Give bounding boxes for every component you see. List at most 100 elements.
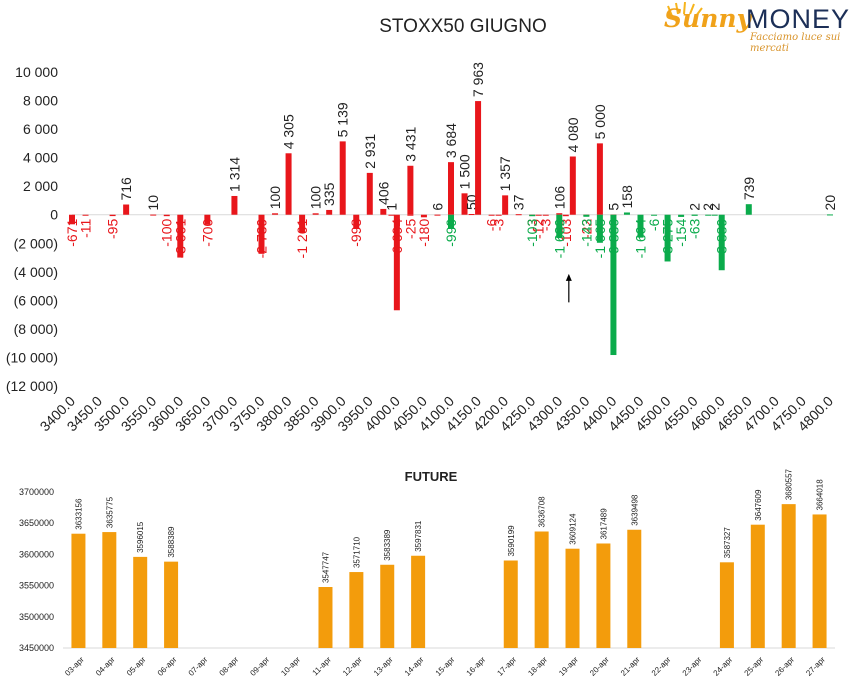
data-label: -143	[578, 219, 594, 247]
data-label: -63	[687, 219, 703, 239]
future-x-tick-label: 20-apr	[588, 655, 611, 678]
bar-green	[745, 204, 752, 215]
future-x-tick-label: 19-apr	[557, 655, 580, 678]
bar-red	[407, 165, 414, 215]
data-label: 1	[383, 203, 399, 211]
data-label: -103	[524, 219, 540, 247]
data-label: 3 431	[402, 127, 418, 162]
bar-red	[299, 214, 306, 233]
data-label: 6	[429, 203, 445, 211]
data-label: -6	[484, 219, 500, 232]
future-bar	[781, 504, 796, 648]
bar-red	[231, 195, 238, 215]
future-x-tick-label: 17-apr	[495, 655, 518, 678]
future-x-tick-label: 04-apr	[94, 655, 117, 678]
bar-red	[150, 214, 157, 216]
future-x-tick-label: 25-apr	[742, 655, 765, 678]
data-label: -180	[416, 219, 432, 247]
data-label: 3 684	[443, 123, 459, 158]
future-bar	[164, 561, 179, 648]
future-y-tick-label: 3700000	[19, 487, 54, 497]
annotation-arrow-head	[565, 273, 572, 281]
data-label: 106	[551, 186, 567, 210]
data-label: 739	[741, 177, 757, 201]
data-label: 5 139	[335, 102, 351, 137]
data-label: 100	[308, 186, 324, 210]
sun-icon	[667, 2, 703, 17]
y-tick-label: 4 000	[23, 150, 58, 166]
bar-red	[258, 214, 265, 254]
data-label: -6 694	[389, 219, 405, 259]
future-data-label: 3680557	[785, 468, 794, 500]
data-label: -3	[538, 219, 554, 232]
logo-brand-left: Sunny	[664, 4, 752, 33]
future-x-tick-label: 21-apr	[619, 655, 642, 678]
bar-red	[123, 204, 130, 215]
bar-red	[177, 214, 184, 258]
future-bar	[565, 548, 580, 648]
future-x-tick-label: 12-apr	[341, 655, 364, 678]
bar-green	[596, 214, 603, 243]
bar-red	[420, 214, 427, 218]
data-label: -1 639	[551, 219, 567, 259]
bar-red	[461, 193, 468, 215]
future-data-label: 3596015	[136, 521, 145, 553]
future-x-tick-label: 10-apr	[279, 655, 302, 678]
bar-green	[623, 212, 630, 215]
data-label: 2	[700, 203, 716, 211]
future-data-label: 3664018	[816, 479, 825, 511]
bar-red	[380, 208, 387, 215]
bar-green	[637, 214, 644, 238]
future-bar	[812, 514, 827, 648]
future-bar	[750, 524, 765, 648]
future-bar	[380, 564, 395, 648]
future-bar	[318, 587, 333, 648]
bar-red	[502, 195, 509, 215]
data-label: 4 305	[281, 114, 297, 149]
bar-green	[691, 214, 698, 216]
data-label: -1 965	[592, 219, 608, 259]
bar-red	[353, 214, 360, 229]
bar-red	[393, 214, 400, 311]
bar-red	[562, 214, 569, 217]
bar-green	[664, 214, 671, 262]
data-label: -95	[105, 219, 121, 239]
future-y-tick-label: 3650000	[19, 518, 54, 528]
y-tick-label: 0	[50, 207, 58, 223]
future-bar	[133, 556, 148, 648]
bar-green	[718, 214, 725, 271]
bar-red	[542, 214, 549, 216]
future-bar	[411, 555, 426, 648]
bar-red	[82, 214, 89, 216]
data-label: -25	[402, 219, 418, 239]
bar-green	[583, 214, 590, 217]
future-y-tick-label: 3500000	[19, 612, 54, 622]
bar-green	[610, 214, 617, 356]
future-data-label: 3633156	[74, 498, 83, 530]
future-data-label: 3639498	[630, 494, 639, 526]
bar-red	[475, 101, 482, 215]
y-tick-label: 10 000	[15, 64, 58, 80]
bar-green	[678, 214, 685, 217]
future-x-tick-label: 23-apr	[681, 655, 704, 678]
data-label: 7 963	[470, 62, 486, 97]
data-label: 5	[605, 203, 621, 211]
future-x-tick-label: 27-apr	[804, 655, 827, 678]
data-label: -11	[78, 219, 94, 238]
future-x-tick-label: 24-apr	[712, 655, 735, 678]
chart-title: STOXX50 GIUGNO	[379, 16, 547, 37]
y-tick-label: (8 000)	[14, 321, 58, 337]
data-label: -1 604	[633, 219, 649, 259]
bar-red	[495, 214, 502, 216]
future-x-tick-label: 14-apr	[403, 655, 426, 678]
future-data-label: 3647609	[754, 489, 763, 521]
data-label: 5 000	[592, 104, 608, 139]
data-label: 2 931	[362, 134, 378, 169]
future-y-tick-label: 3550000	[19, 581, 54, 591]
bar-red	[163, 214, 170, 217]
data-label: -9 830	[605, 219, 621, 259]
bar-green	[448, 214, 454, 229]
future-x-tick-label: 18-apr	[526, 655, 549, 678]
data-label: -2 739	[254, 219, 270, 259]
